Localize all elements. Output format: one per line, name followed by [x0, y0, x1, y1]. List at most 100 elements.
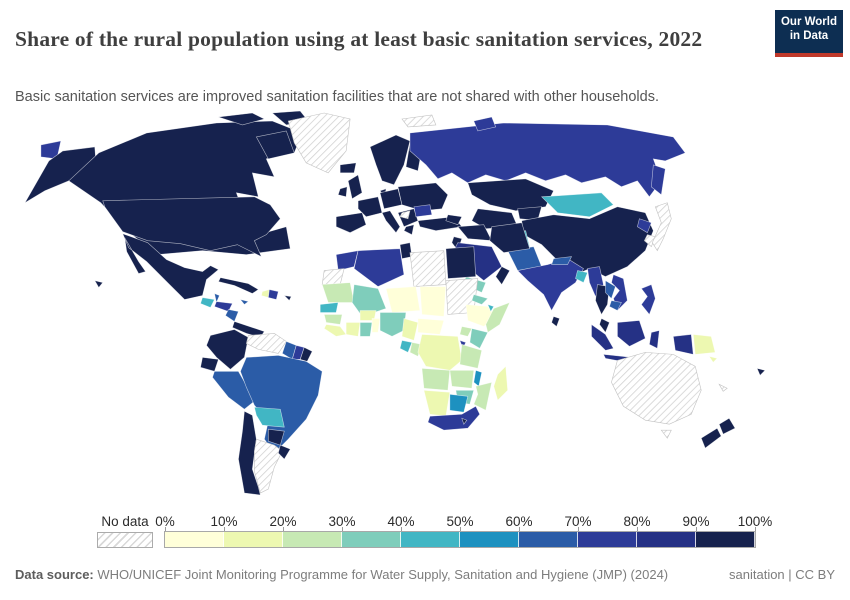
- country-togo-benin[interactable]: [371, 318, 381, 333]
- legend-band-40-50[interactable]: [401, 532, 460, 547]
- country-north-korea[interactable]: [637, 218, 652, 234]
- legend-band-20-30[interactable]: [283, 532, 342, 547]
- country-tanzania[interactable]: [459, 344, 483, 369]
- country-belize[interactable]: [214, 293, 220, 304]
- country-chad[interactable]: [419, 286, 447, 317]
- country-papua-new-guinea[interactable]: [692, 334, 716, 355]
- country-somalia[interactable]: [485, 301, 511, 333]
- legend-band-50-60[interactable]: [460, 532, 519, 547]
- country-mongolia[interactable]: [540, 192, 614, 218]
- country-western-sahara[interactable]: [321, 268, 345, 285]
- country-angola[interactable]: [421, 368, 451, 391]
- country-sri-lanka[interactable]: [551, 316, 560, 327]
- country-bolivia[interactable]: [253, 406, 285, 428]
- country-canada[interactable]: [255, 130, 295, 160]
- country-nigeria[interactable]: [379, 312, 407, 337]
- country-algeria[interactable]: [353, 248, 405, 287]
- country-usa[interactable]: [102, 196, 281, 258]
- legend-band-60-70[interactable]: [519, 532, 578, 547]
- country-usa[interactable]: [94, 280, 104, 289]
- legend-band-10-20[interactable]: [224, 532, 283, 547]
- country-tasmania[interactable]: [660, 429, 672, 439]
- country-uganda[interactable]: [459, 326, 473, 337]
- country-new-caledonia[interactable]: [718, 383, 728, 392]
- country-egypt[interactable]: [445, 246, 477, 279]
- legend-band-80-90[interactable]: [637, 532, 696, 547]
- country-oman[interactable]: [495, 266, 511, 286]
- country-romania[interactable]: [413, 204, 433, 218]
- country-fiji[interactable]: [756, 367, 766, 376]
- legend-band-70-80[interactable]: [578, 532, 637, 547]
- country-japan[interactable]: [651, 202, 672, 252]
- country-iran[interactable]: [489, 222, 531, 253]
- country-french-guiana[interactable]: [299, 346, 313, 362]
- country-mauritania[interactable]: [321, 282, 355, 303]
- country-serbia[interactable]: [399, 210, 411, 220]
- country-ecuador[interactable]: [200, 357, 219, 372]
- country-kazakhstan[interactable]: [467, 178, 554, 212]
- license-link[interactable]: sanitation | CC BY: [729, 567, 835, 582]
- country-cuba[interactable]: [218, 277, 259, 294]
- country-uruguay[interactable]: [277, 444, 291, 460]
- legend-band-0-10[interactable]: [165, 532, 224, 547]
- country-laos[interactable]: [605, 280, 616, 300]
- country-russia[interactable]: [473, 116, 497, 132]
- country-dominican-republic[interactable]: [267, 289, 279, 300]
- country-greenland[interactable]: [287, 112, 351, 174]
- country-indonesia[interactable]: [617, 320, 646, 347]
- country-ireland[interactable]: [337, 186, 348, 198]
- country-malaysia[interactable]: [599, 318, 610, 334]
- country-united-kingdom[interactable]: [347, 174, 363, 200]
- country-jamaica[interactable]: [239, 299, 250, 305]
- country-lesotho[interactable]: [461, 417, 468, 425]
- country-italy[interactable]: [381, 210, 401, 234]
- country-central-europe[interactable]: [379, 188, 403, 210]
- country-eritrea[interactable]: [471, 294, 489, 305]
- country-china[interactable]: [521, 206, 654, 277]
- country-bangladesh[interactable]: [575, 270, 588, 283]
- country-puerto-rico[interactable]: [283, 295, 292, 302]
- owid-logo[interactable]: Our World in Data: [775, 10, 843, 57]
- country-nepal[interactable]: [551, 256, 573, 265]
- country-new-zealand[interactable]: [700, 427, 722, 449]
- country-guinea[interactable]: [323, 314, 343, 325]
- country-ghana[interactable]: [359, 322, 373, 337]
- country-australia[interactable]: [611, 352, 702, 425]
- legend-band-90-100[interactable]: [696, 532, 755, 547]
- country-haiti[interactable]: [260, 289, 270, 298]
- country-djibouti[interactable]: [487, 304, 495, 313]
- country-chile[interactable]: [238, 410, 261, 496]
- country-venezuela[interactable]: [246, 333, 287, 354]
- country-mexico[interactable]: [122, 233, 219, 300]
- country-iceland[interactable]: [339, 162, 357, 174]
- country-cameroon[interactable]: [401, 318, 419, 341]
- country-norway-sweden[interactable]: [369, 134, 411, 186]
- legend-band-30-40[interactable]: [342, 532, 401, 547]
- country-south-africa[interactable]: [427, 405, 481, 431]
- country-central-african-republic[interactable]: [417, 318, 445, 335]
- country-new-zealand[interactable]: [718, 417, 736, 435]
- country-france[interactable]: [357, 196, 383, 218]
- country-madagascar[interactable]: [493, 365, 509, 401]
- country-namibia[interactable]: [423, 389, 451, 417]
- country-guatemala[interactable]: [200, 297, 215, 308]
- country-canada[interactable]: [218, 112, 266, 126]
- country-spain-portugal[interactable]: [335, 212, 367, 234]
- country-nicaragua[interactable]: [225, 309, 239, 322]
- country-botswana[interactable]: [449, 393, 469, 413]
- country-indonesia[interactable]: [649, 330, 660, 349]
- country-zambia[interactable]: [449, 370, 475, 389]
- country-cambodia[interactable]: [609, 300, 622, 311]
- country-senegal[interactable]: [319, 302, 339, 313]
- country-niger[interactable]: [385, 286, 421, 313]
- country-argentina[interactable]: [254, 438, 283, 494]
- country-indonesia[interactable]: [672, 334, 694, 355]
- country-dr-congo[interactable]: [417, 334, 463, 371]
- country-russia[interactable]: [409, 122, 686, 198]
- country-mozambique[interactable]: [473, 381, 493, 411]
- country-morocco[interactable]: [335, 250, 359, 271]
- country-kenya[interactable]: [469, 328, 489, 349]
- country-caucasus[interactable]: [445, 214, 463, 226]
- country-peru[interactable]: [212, 371, 255, 410]
- country-south-korea[interactable]: [643, 234, 656, 248]
